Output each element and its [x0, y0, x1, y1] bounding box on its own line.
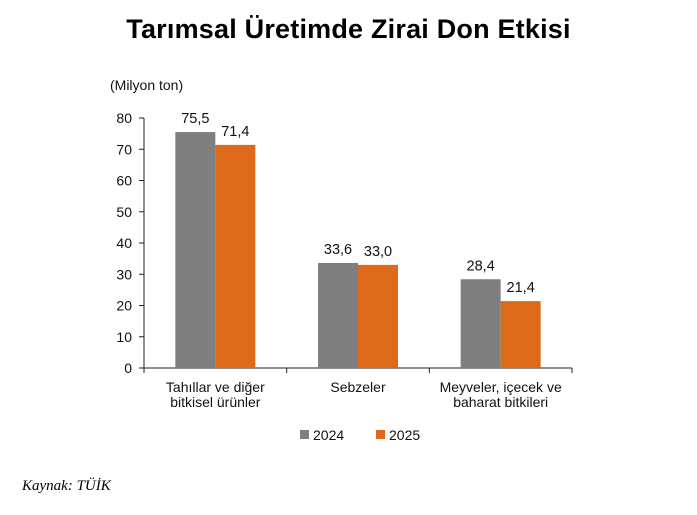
- y-tick-label: 60: [116, 173, 132, 189]
- bar-2025: [215, 144, 256, 368]
- data-label: 33,6: [324, 242, 352, 258]
- legend-label: 2024: [313, 427, 344, 443]
- x-tick-label: bitkisel ürünler: [170, 394, 261, 410]
- x-tick-label: Meyveler, içecek ve: [440, 379, 562, 395]
- x-tick-label: Tahıllar ve diğer: [166, 379, 265, 395]
- data-label: 71,4: [221, 124, 249, 140]
- y-tick-label: 40: [116, 235, 132, 251]
- x-tick-label: Sebzeler: [330, 379, 386, 395]
- legend-label: 2025: [389, 427, 420, 443]
- x-tick-label: baharat bitkileri: [453, 394, 548, 410]
- bar-2025: [358, 264, 398, 368]
- source-note: Kaynak: TÜİK: [22, 478, 111, 494]
- y-tick-label: 50: [116, 204, 132, 220]
- y-tick-label: 80: [116, 110, 132, 126]
- bar-2024: [460, 279, 501, 368]
- y-tick-label: 10: [116, 329, 132, 345]
- y-tick-label: 20: [116, 298, 132, 314]
- chart-title: Tarımsal Üretimde Zirai Don Etkisi: [126, 14, 571, 44]
- data-label: 28,4: [467, 258, 495, 274]
- legend-swatch-2024: [300, 430, 309, 439]
- y-tick-label: 0: [124, 360, 132, 376]
- legend-swatch-2025: [376, 430, 385, 439]
- data-label: 33,0: [364, 244, 392, 260]
- y-tick-label: 70: [116, 141, 132, 157]
- bar-2024: [175, 132, 216, 368]
- data-label: 21,4: [507, 280, 535, 296]
- data-label: 75,5: [181, 111, 209, 127]
- y-axis-unit-label: (Milyon ton): [110, 77, 184, 93]
- bar-2024: [318, 263, 358, 368]
- y-tick-label: 30: [116, 266, 132, 282]
- bar-2025: [500, 301, 541, 368]
